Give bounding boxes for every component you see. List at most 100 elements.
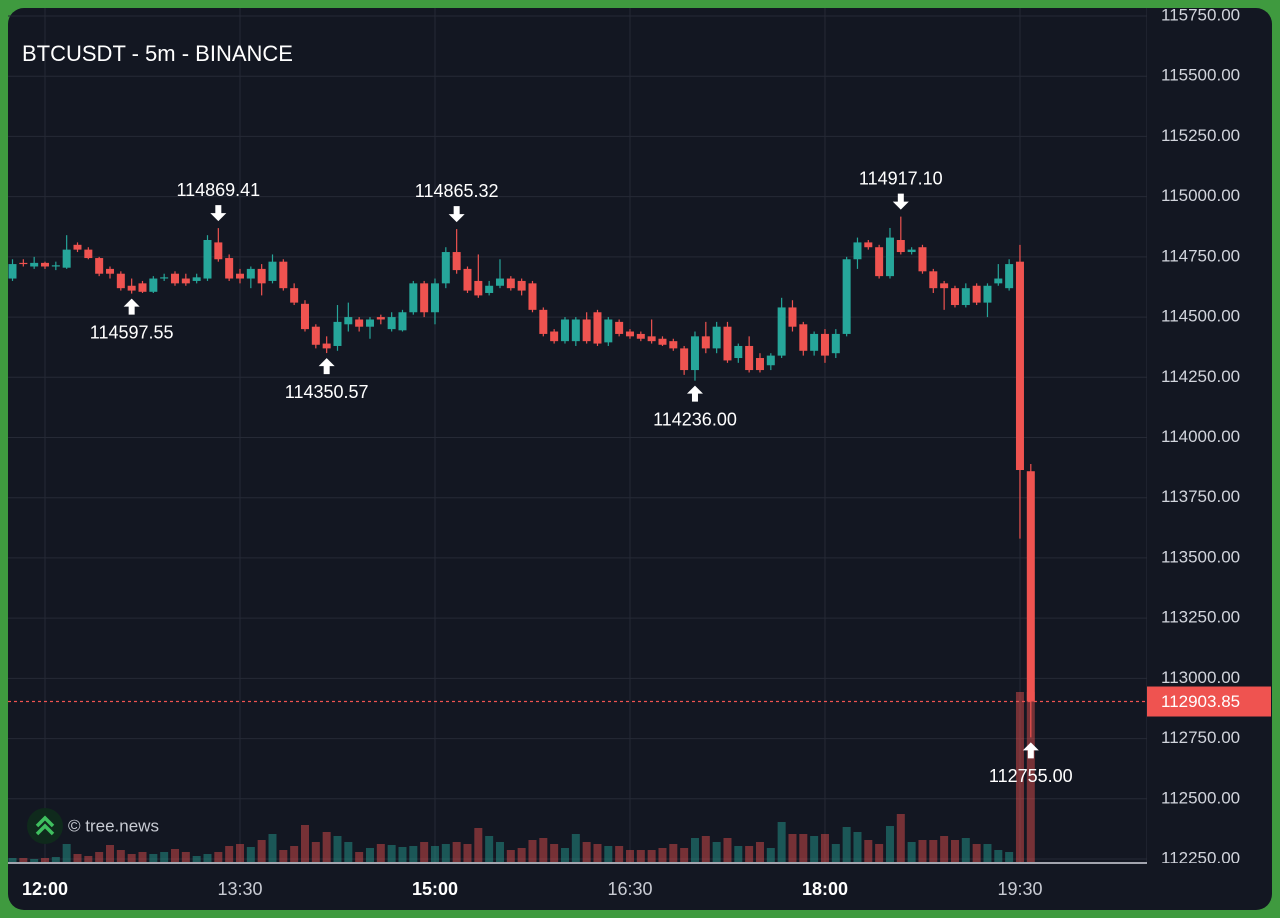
volume-bar <box>51 857 60 862</box>
volume-bar <box>203 854 212 862</box>
volume-bar <box>950 840 959 862</box>
candle-body <box>745 345 754 371</box>
volume-bar <box>1015 692 1024 862</box>
volume-bar <box>690 838 699 862</box>
candle-body <box>658 338 667 345</box>
candle-body <box>355 319 364 327</box>
volume-bar <box>669 844 678 862</box>
y-tick-label: 115250.00 <box>1161 126 1240 145</box>
x-tick-label: 15:00 <box>412 879 458 899</box>
candle-body <box>268 261 277 281</box>
volume-bar <box>755 842 764 862</box>
volume-bar <box>506 850 515 862</box>
y-tick-label: 112250.00 <box>1161 848 1240 867</box>
volume-bar <box>593 844 602 862</box>
candle-body <box>365 319 374 327</box>
candle-body <box>896 239 905 253</box>
volume-bar <box>398 847 407 862</box>
candle-body <box>192 277 201 281</box>
volume-bar <box>658 848 667 862</box>
candle-body <box>290 288 299 303</box>
candle-body <box>51 265 60 267</box>
candle-body <box>19 262 28 265</box>
candle-body <box>1026 471 1035 702</box>
y-tick-label: 113750.00 <box>1161 487 1240 506</box>
volume-bar <box>961 838 970 862</box>
candle-body <box>940 283 949 289</box>
candle-body <box>810 333 819 351</box>
candle-body <box>604 319 613 343</box>
volume-bar <box>225 846 234 862</box>
annotation-label: 112755.00 <box>989 766 1073 786</box>
candle-body <box>225 258 234 279</box>
annotation-arrow <box>448 206 465 223</box>
candle-body <box>961 288 970 306</box>
annotation-label: 114236.00 <box>653 409 737 429</box>
candle-body <box>84 249 93 259</box>
candle-body <box>214 242 223 260</box>
volume-bar <box>452 842 461 862</box>
y-tick-label: 114250.00 <box>1161 367 1240 386</box>
volume-bar <box>279 850 288 862</box>
candle-body <box>322 343 331 349</box>
candle-body <box>625 331 634 337</box>
annotation-arrow <box>1022 742 1039 759</box>
candle-body <box>8 264 17 279</box>
volume-bar <box>723 838 732 862</box>
x-axis: 12:00 13:30 15:00 16:30 18:00 19:30 <box>22 879 1043 899</box>
volume-bar <box>246 847 255 862</box>
candle-body <box>690 336 699 371</box>
volume-layer <box>8 692 1035 862</box>
candle-body <box>127 285 136 291</box>
candle-body <box>950 288 959 306</box>
annotation-arrow <box>686 385 703 402</box>
volume-bar <box>84 856 93 862</box>
volume-bar <box>214 852 223 862</box>
candle-body <box>409 283 418 313</box>
annotation-label: 114869.41 <box>176 180 260 200</box>
candle-body <box>593 312 602 344</box>
candle-body <box>831 333 840 354</box>
candle-body <box>842 259 851 334</box>
candle-body <box>40 262 49 267</box>
candle-body <box>864 242 873 248</box>
candle-body <box>582 319 591 342</box>
volume-bar <box>734 846 743 862</box>
volume-bar <box>300 825 309 862</box>
candle-body <box>875 247 884 277</box>
volume-bar <box>528 840 537 862</box>
volume-bar <box>387 845 396 862</box>
candle-body <box>506 278 515 289</box>
candle-body <box>517 280 526 291</box>
candle-body <box>235 273 244 279</box>
volume-bar <box>972 844 981 862</box>
volume-bar <box>918 840 927 862</box>
y-tick-label: 115000.00 <box>1161 186 1240 205</box>
volume-bar <box>420 842 429 862</box>
watermark: © tree.news <box>68 816 159 835</box>
volume-bar <box>290 846 299 862</box>
volume-bar <box>441 844 450 862</box>
volume-bar <box>268 834 277 862</box>
candle-body <box>398 312 407 331</box>
candle-body <box>777 307 786 356</box>
x-tick-label: 19:30 <box>997 879 1042 899</box>
volume-bar <box>105 845 114 862</box>
candle-body <box>452 252 461 271</box>
annotation-arrow <box>210 205 227 222</box>
volume-bar <box>647 850 656 862</box>
candle-body <box>799 324 808 351</box>
volume-bar <box>116 850 125 862</box>
candle-body <box>149 278 158 292</box>
volume-bar <box>864 840 873 862</box>
annotation-label: 114865.32 <box>415 181 499 201</box>
candle-body <box>560 319 569 342</box>
candle-body <box>929 271 938 289</box>
candle-body <box>615 321 624 334</box>
volume-bar <box>820 834 829 862</box>
candle-body <box>766 355 775 366</box>
volume-bar <box>62 844 71 862</box>
candle-body <box>376 317 385 320</box>
candle-body <box>734 345 743 359</box>
